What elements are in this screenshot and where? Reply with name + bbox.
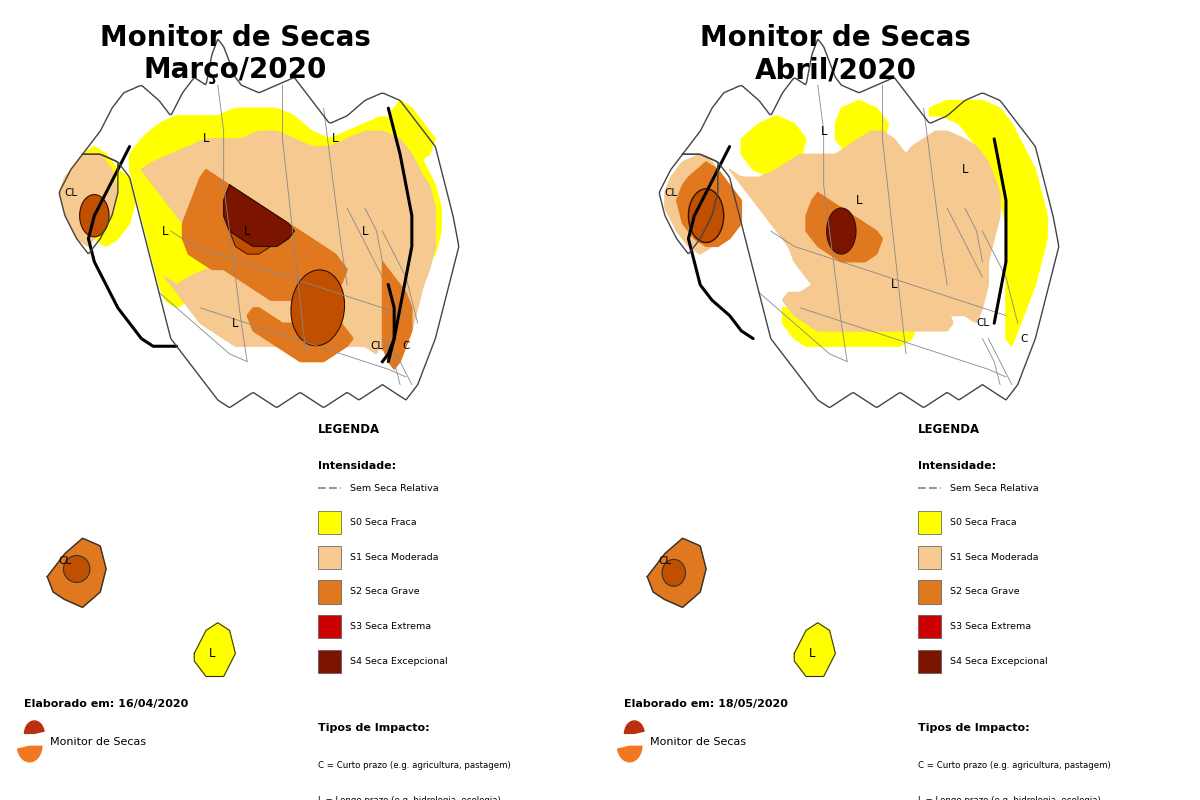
Polygon shape [677,162,742,246]
Polygon shape [683,39,1058,407]
Text: S3 Seca Extrema: S3 Seca Extrema [950,622,1031,631]
Text: Monitor de Secas
Março/2020: Monitor de Secas Março/2020 [100,24,371,84]
Polygon shape [730,131,1000,322]
Bar [918,546,941,569]
Bar [318,615,341,638]
Text: L: L [332,132,338,146]
Text: L: L [821,125,827,138]
Text: S4 Seca Excepcional: S4 Seca Excepcional [950,657,1048,666]
Polygon shape [794,622,835,677]
Polygon shape [47,538,106,607]
Wedge shape [624,720,644,734]
Polygon shape [383,262,412,369]
Ellipse shape [689,189,724,242]
Text: L: L [856,194,863,207]
Ellipse shape [827,208,856,254]
Text: C = Curto prazo (e.g. agricultura, pastagem): C = Curto prazo (e.g. agricultura, pasta… [318,761,510,770]
Text: S3 Seca Extrema: S3 Seca Extrema [350,622,431,631]
Text: LEGENDA: LEGENDA [918,423,980,436]
Text: L = Longo prazo (e.g. hidrologia, ecologia): L = Longo prazo (e.g. hidrologia, ecolog… [318,795,500,800]
Text: L: L [961,163,968,176]
Text: C: C [402,342,409,351]
Text: Monitor de Secas: Monitor de Secas [650,737,746,746]
Text: CL: CL [59,556,72,566]
Text: Sem Seca Relativa: Sem Seca Relativa [350,484,439,493]
Polygon shape [247,308,353,362]
Polygon shape [65,147,136,246]
Text: L: L [890,278,898,291]
Text: LEGENDA: LEGENDA [318,423,380,436]
Polygon shape [383,178,436,362]
Text: Tipos de Impacto:: Tipos de Impacto: [318,722,430,733]
Polygon shape [223,208,276,254]
Ellipse shape [662,559,685,586]
Polygon shape [659,154,718,254]
Bar [918,615,941,638]
Text: C: C [1020,334,1027,343]
Text: Tipos de Impacto:: Tipos de Impacto: [918,722,1030,733]
Ellipse shape [79,194,109,237]
Polygon shape [806,193,882,262]
Wedge shape [17,746,42,762]
Text: L: L [232,317,239,330]
Polygon shape [671,154,730,246]
Polygon shape [194,622,235,677]
Polygon shape [782,277,918,346]
Bar [918,511,941,534]
Polygon shape [142,131,436,361]
Text: L: L [162,225,168,238]
Text: Elaborado em: 18/05/2020: Elaborado em: 18/05/2020 [624,699,787,709]
Text: Monitor de Secas: Monitor de Secas [50,737,146,746]
Wedge shape [617,746,642,762]
Polygon shape [223,185,294,246]
Bar [918,581,941,603]
Bar [318,650,341,673]
Polygon shape [665,154,730,254]
Text: S1 Seca Moderada: S1 Seca Moderada [350,553,439,562]
Text: S4 Seca Excepcional: S4 Seca Excepcional [350,657,448,666]
Text: CL: CL [659,556,672,566]
Polygon shape [389,101,436,162]
Polygon shape [59,154,118,246]
Text: S0 Seca Fraca: S0 Seca Fraca [950,518,1016,527]
Text: CL: CL [665,188,677,198]
Text: CL: CL [65,188,77,198]
Polygon shape [930,101,1048,346]
Polygon shape [130,108,442,345]
Text: S0 Seca Fraca: S0 Seca Fraca [350,518,416,527]
Text: L: L [361,225,368,238]
Ellipse shape [290,270,344,346]
Polygon shape [59,154,118,254]
Text: CL: CL [370,342,383,351]
Text: Sem Seca Relativa: Sem Seca Relativa [950,484,1039,493]
Text: L: L [203,132,209,146]
Polygon shape [83,39,458,407]
Polygon shape [164,270,383,354]
Polygon shape [742,116,806,178]
Ellipse shape [64,555,90,582]
Wedge shape [24,720,44,734]
Bar [918,650,941,673]
Text: S1 Seca Moderada: S1 Seca Moderada [950,553,1038,562]
Polygon shape [782,285,953,331]
Text: S2 Seca Grave: S2 Seca Grave [950,587,1020,597]
Polygon shape [835,101,888,154]
Text: L = Longo prazo (e.g. hidrologia, ecologia): L = Longo prazo (e.g. hidrologia, ecolog… [918,795,1100,800]
Text: L: L [809,647,815,660]
Text: Intensidade:: Intensidade: [318,462,396,471]
Text: L: L [209,647,215,660]
Text: C = Curto prazo (e.g. agricultura, pastagem): C = Curto prazo (e.g. agricultura, pasta… [918,761,1110,770]
Text: Monitor de Secas
Abril/2020: Monitor de Secas Abril/2020 [700,24,971,84]
Polygon shape [647,538,706,607]
Text: L: L [244,225,251,238]
Bar [318,581,341,603]
Text: Intensidade:: Intensidade: [918,462,996,471]
Bar [318,511,341,534]
Polygon shape [182,170,347,300]
Text: Elaborado em: 16/04/2020: Elaborado em: 16/04/2020 [24,699,188,709]
Text: CL: CL [976,318,989,328]
Text: S2 Seca Grave: S2 Seca Grave [350,587,420,597]
Bar [318,546,341,569]
